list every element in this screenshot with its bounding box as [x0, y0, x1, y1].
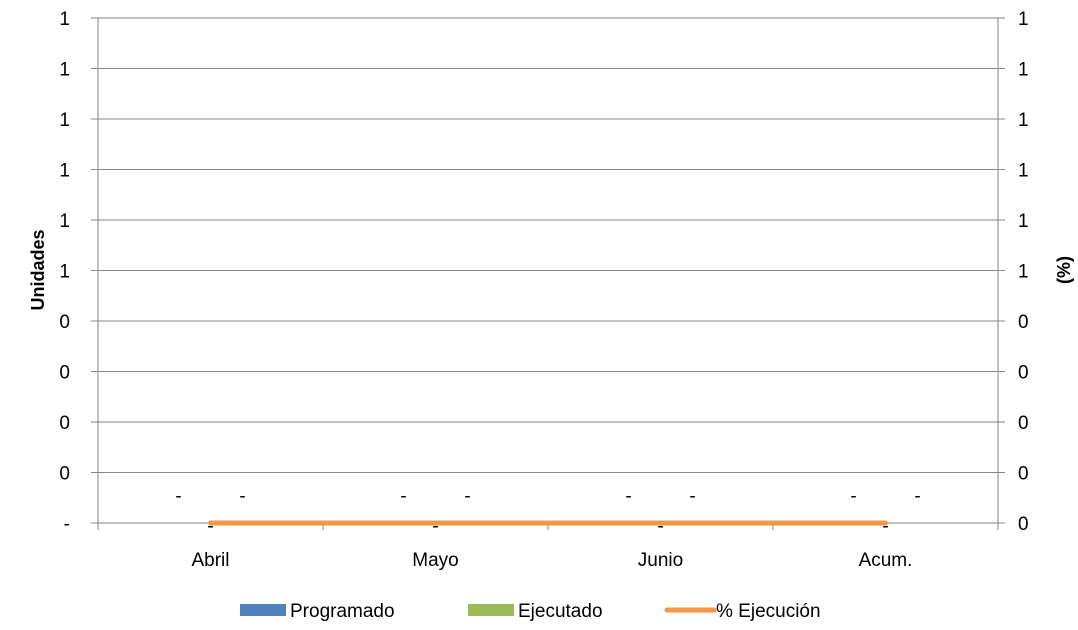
bar-data-label: - [175, 486, 181, 507]
y-axis-tick-labels: - 0 0 0 0 1 1 1 1 1 1 [59, 9, 70, 535]
axes [91, 17, 1005, 530]
y2-tick-label: 0 [1018, 514, 1029, 535]
y2-axis-title: (%) [1054, 256, 1074, 284]
y2-tick-label: 0 [1018, 312, 1029, 333]
bar-data-label: - [850, 486, 856, 507]
y2-tick-label: 0 [1018, 413, 1029, 434]
data-labels: - - - - - - - - - - - - [175, 486, 920, 537]
bar-data-label: - [239, 486, 245, 507]
bar-data-label: - [464, 486, 470, 507]
x-tick-label: Junio [638, 550, 683, 571]
y2-tick-label: 1 [1018, 211, 1029, 232]
legend-label-programado: Programado [290, 601, 395, 622]
y2-axis-tick-labels: 0 0 0 0 0 1 1 1 1 1 1 [1018, 9, 1029, 535]
y-axis-title: Unidades [28, 229, 48, 310]
x-tick-label: Mayo [412, 550, 458, 571]
legend-label-ejecutado: Ejecutado [518, 601, 603, 622]
y-tick-label: 0 [59, 363, 70, 384]
y2-tick-label: 0 [1018, 363, 1029, 384]
y-tick-label: 1 [59, 9, 70, 30]
x-axis-tick-labels: Abril Mayo Junio Acum. [191, 550, 912, 571]
legend-swatch-programado [240, 604, 286, 616]
legend-label-ejecucion: % Ejecución [716, 601, 821, 622]
y2-tick-label: 1 [1018, 110, 1029, 131]
x-tick-label: Acum. [859, 550, 913, 571]
y2-tick-label: 1 [1018, 60, 1029, 81]
bar-data-label: - [400, 486, 406, 507]
y2-tick-label: 1 [1018, 161, 1029, 182]
line-data-label: - [207, 516, 213, 537]
y-tick-label: 1 [59, 211, 70, 232]
gridlines [98, 17, 998, 473]
y-tick-label: 0 [59, 312, 70, 333]
bar-data-label: - [625, 486, 631, 507]
x-tick-label: Abril [191, 550, 229, 571]
legend-swatch-ejecutado [468, 604, 514, 616]
y-tick-label: 1 [59, 262, 70, 283]
y-tick-label: 0 [59, 413, 70, 434]
bar-data-label: - [914, 486, 920, 507]
line-data-label: - [882, 516, 888, 537]
legend: Programado Ejecutado % Ejecución [240, 601, 821, 622]
y-tick-label: - [64, 514, 70, 535]
bar-data-label: - [689, 486, 695, 507]
y-tick-label: 0 [59, 464, 70, 485]
y-tick-label: 1 [59, 110, 70, 131]
line-data-label: - [432, 516, 438, 537]
y2-tick-label: 0 [1018, 464, 1029, 485]
y2-tick-label: 1 [1018, 262, 1029, 283]
line-data-label: - [657, 516, 663, 537]
y2-tick-label: 1 [1018, 9, 1029, 30]
y-tick-label: 1 [59, 161, 70, 182]
y-tick-label: 1 [59, 60, 70, 81]
